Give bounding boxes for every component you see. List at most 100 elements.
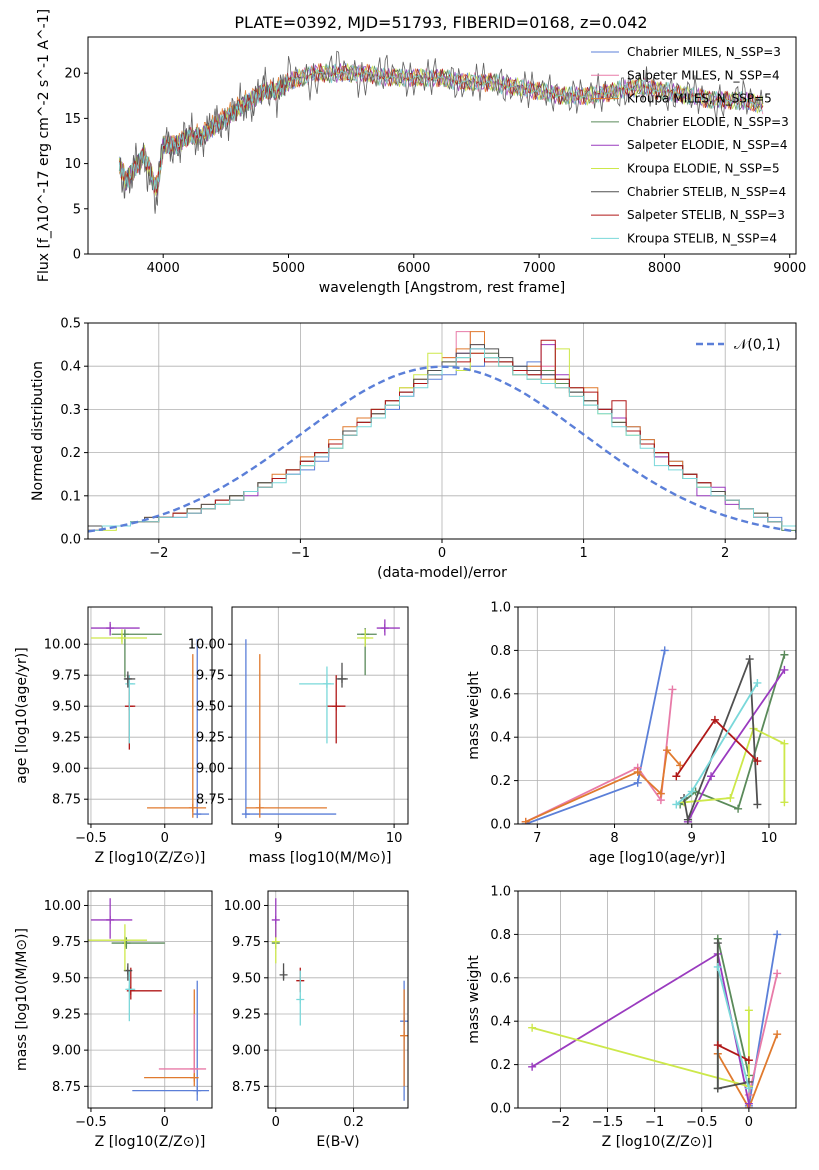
x-tick-label: 8 <box>610 831 618 846</box>
mass-weight-marker <box>734 804 743 813</box>
axes-frame <box>517 606 797 825</box>
mass-weight-marker <box>713 1084 722 1093</box>
y-axis-label: mass weight <box>466 671 482 760</box>
y-tick-label: 0.0 <box>490 1102 511 1117</box>
x-tick-label: 0 <box>745 1115 753 1130</box>
mass-weight-series-line <box>531 952 750 1104</box>
x-tick-label: 0 <box>161 831 169 846</box>
y-tick-label: 8.75 <box>52 793 81 808</box>
axes-frame <box>517 890 797 1109</box>
mass-weight-marker <box>780 798 789 807</box>
y-tick-label: 0.8 <box>490 928 511 943</box>
mass-weight-marker <box>744 1099 753 1108</box>
mass-weight-series-line <box>716 966 750 1089</box>
y-tick-label: 8.75 <box>52 1080 81 1095</box>
mass-weight-marker <box>528 1023 537 1032</box>
data-point <box>193 810 202 819</box>
x-axis-label: mass [log10(M/M⊙)] <box>249 850 392 866</box>
y-tick-label: 0.4 <box>490 1015 511 1030</box>
legend-entry: Kroupa MILES, N_SSP=5 <box>627 92 772 106</box>
legend-entry: Kroupa STELIB, N_SSP=4 <box>627 231 777 245</box>
mass-weight-marker <box>672 800 681 809</box>
y-tick-label: 10 <box>64 157 81 172</box>
y-tick-label: 0.5 <box>60 317 81 332</box>
data-point <box>322 679 331 688</box>
x-axis-label: Z [log10(Z/Z⊙)] <box>602 1134 713 1150</box>
x-tick-label: 2 <box>721 546 729 561</box>
mass-weight-marker <box>687 787 696 796</box>
mass-weight-marker <box>672 772 681 781</box>
x-tick-label: −2 <box>551 1115 570 1130</box>
mass-weight-marker <box>780 665 789 674</box>
mass-weight-marker <box>713 962 722 971</box>
age-vs-z-panel: −0.5 0 8.75 9.00 9.25 9.50 9.75 10.00 Z [log10(Z… <box>14 606 213 866</box>
data-point <box>380 624 389 633</box>
y-tick-label: 0.6 <box>490 687 511 702</box>
y-tick-label: 10.00 <box>224 899 261 914</box>
y-tick-label: 8.75 <box>232 1080 261 1095</box>
data-point <box>271 915 280 924</box>
y-tick-label: 10.00 <box>44 638 81 653</box>
spectrum-series-line <box>118 63 764 195</box>
y-tick-label: 1.0 <box>490 601 511 616</box>
legend-entry: Kroupa ELODIE, N_SSP=5 <box>627 162 780 176</box>
x-axis-label: Z [log10(Z/Z⊙)] <box>95 1134 206 1150</box>
x-tick-label: 0.2 <box>343 1115 364 1130</box>
x-tick-label: 8000 <box>648 261 681 276</box>
plot-area <box>521 646 789 824</box>
y-tick-label: 9.00 <box>52 762 81 777</box>
y-tick-label: 10.00 <box>44 899 81 914</box>
data-point <box>279 970 288 979</box>
age-vs-mass-panel: 9 10 8.75 9.00 9.25 9.50 9.75 10.00 mass [log10(… <box>188 606 409 866</box>
y-tick-label: 0.0 <box>60 533 81 548</box>
mass-weight-marker <box>656 789 665 798</box>
y-tick-label: 0.1 <box>60 489 81 504</box>
normal-reference-curve <box>88 365 796 533</box>
mass-weight-marker <box>668 685 677 694</box>
x-axis-label: E(B-V) <box>316 1134 359 1150</box>
x-tick-label: −2 <box>149 546 168 561</box>
x-tick-label: 4000 <box>147 261 180 276</box>
y-axis-label: mass [log10(M/M⊙)] <box>14 928 30 1071</box>
data-point <box>125 679 134 688</box>
data-point <box>400 1031 408 1040</box>
mass-weight-series-line <box>525 689 674 823</box>
mass-weight-marker <box>745 655 754 664</box>
mass-weight-marker <box>744 1084 753 1093</box>
mass-weight-marker <box>663 746 672 755</box>
mass-weight-marker <box>660 646 669 655</box>
y-tick-label: 8.75 <box>196 793 225 808</box>
data-point <box>361 634 370 642</box>
mass-weight-marker <box>710 715 719 724</box>
x-tick-label: 9 <box>274 831 282 846</box>
axes-frame <box>87 606 213 825</box>
mass-weight-series-line <box>531 1010 750 1088</box>
y-tick-label: 0.2 <box>490 1058 511 1073</box>
mass-vs-z-panel: −0.5 0 8.75 9.00 9.25 9.50 9.75 10.00 Z [log10(Z… <box>14 890 213 1150</box>
x-tick-label: 0 <box>438 546 446 561</box>
data-point <box>120 936 129 945</box>
y-tick-label: 0.0 <box>490 818 511 833</box>
legend-entry: Salpeter STELIB, N_SSP=3 <box>627 208 785 222</box>
mass-weight-marker <box>773 969 782 978</box>
legend-entry: Salpeter ELODIE, N_SSP=4 <box>627 138 788 152</box>
mass-weight-series-line <box>716 938 750 1089</box>
y-tick-label: 0.2 <box>60 446 81 461</box>
y-tick-label: 0 <box>73 248 81 263</box>
axes-frame <box>231 606 409 825</box>
mass-weight-marker <box>726 793 735 802</box>
data-point <box>106 624 115 633</box>
x-tick-label: 1 <box>579 546 587 561</box>
data-point <box>190 1064 199 1073</box>
y-tick-label: 9.00 <box>232 1044 261 1059</box>
x-tick-label: 9 <box>688 831 696 846</box>
legend-entry: Chabrier STELIB, N_SSP=4 <box>627 185 786 199</box>
x-tick-label: 7000 <box>523 261 556 276</box>
data-point <box>296 995 305 1004</box>
mass-weight-marker <box>713 939 722 948</box>
y-tick-label: 5 <box>73 202 81 217</box>
data-point <box>126 986 135 995</box>
x-tick-label: 6000 <box>397 261 430 276</box>
y-tick-label: 20 <box>64 67 81 82</box>
